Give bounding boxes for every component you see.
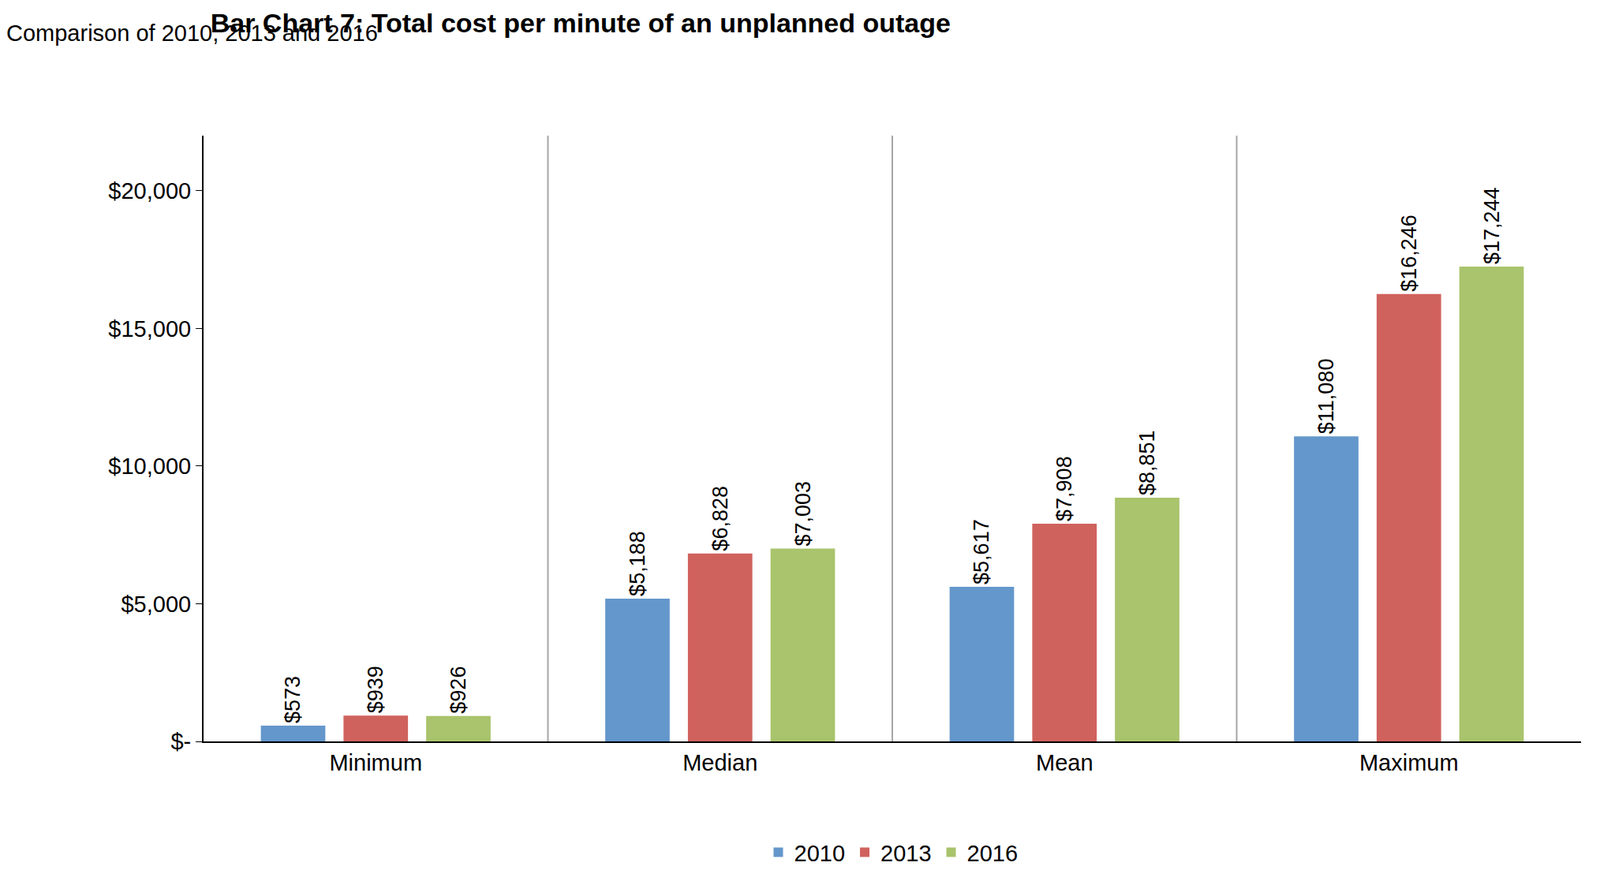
svg-text:$8,851: $8,851: [1135, 429, 1159, 496]
svg-text:$5,617: $5,617: [969, 519, 994, 585]
svg-text:$926: $926: [446, 666, 471, 715]
svg-text:$6,828: $6,828: [708, 485, 733, 552]
svg-text:$573: $573: [280, 676, 305, 724]
svg-text:$16,246: $16,246: [1397, 214, 1421, 292]
svg-text:Mean: Mean: [1035, 750, 1094, 776]
svg-text:$17,244: $17,244: [1480, 186, 1504, 265]
svg-text:$7,003: $7,003: [791, 481, 815, 547]
svg-text:$-: $-: [170, 728, 191, 755]
svg-text:Median: Median: [682, 750, 758, 776]
svg-text:$10,000: $10,000: [108, 453, 191, 479]
svg-text:2016: 2016: [967, 841, 1019, 867]
svg-text:Maximum: Maximum: [1359, 750, 1459, 776]
svg-text:2010: 2010: [794, 841, 846, 867]
svg-text:$5,000: $5,000: [120, 591, 191, 617]
svg-text:$939: $939: [363, 665, 388, 714]
svg-text:$7,908: $7,908: [1052, 456, 1077, 522]
svg-text:$5,188: $5,188: [625, 530, 650, 597]
svg-text:$15,000: $15,000: [108, 316, 191, 342]
svg-text:Bar Chart 7: Total cost per mi: Bar Chart 7: Total cost per minute of an…: [210, 7, 951, 38]
svg-text:$20,000: $20,000: [108, 178, 191, 204]
svg-text:Comparison of 2010, 2013 and 2: Comparison of 2010, 2013 and 2016: [6, 20, 378, 46]
svg-text:Minimum: Minimum: [328, 750, 423, 776]
svg-text:2013: 2013: [880, 841, 932, 867]
svg-text:$11,080: $11,080: [1314, 358, 1339, 435]
